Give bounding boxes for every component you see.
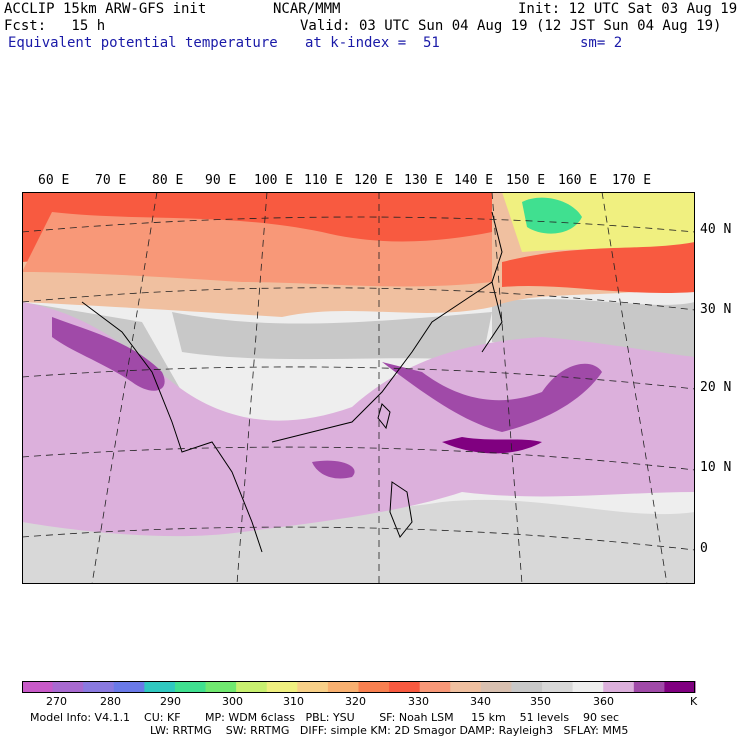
organization-label: NCAR/MMM (273, 1, 341, 17)
lon-label-170e: 170 E (612, 173, 652, 188)
lon-label-100e: 100 E (254, 173, 294, 188)
colorbar-border (22, 681, 695, 693)
forecast-hour: Fcst: 15 h (4, 18, 106, 34)
green-patch-ne (522, 197, 582, 234)
model-info-line2: LW: RRTMG SW: RRTMG DIFF: simple KM: 2D … (150, 724, 629, 737)
colorbar-swatch (52, 681, 84, 693)
level-label: at k-index = 51 (305, 35, 440, 51)
grey-zone-central (172, 312, 492, 362)
colorbar-swatch (22, 681, 54, 693)
purple-core-pacific (442, 437, 542, 454)
lat-label-40n: 40 N (700, 222, 732, 237)
valid-time: Valid: 03 UTC Sun 04 Aug 19 (12 JST Sun … (300, 18, 722, 34)
tick-290: 290 (160, 695, 181, 708)
smoothing-label: sm= 2 (580, 35, 623, 51)
colorbar-swatch (480, 681, 512, 693)
meridian-160e (601, 192, 668, 584)
lon-label-110e: 110 E (304, 173, 344, 188)
lon-label-140e: 140 E (454, 173, 494, 188)
colorbar-swatch (633, 681, 665, 693)
parallel-20n (22, 366, 695, 390)
colorbar-swatch (664, 681, 696, 693)
parallel-30n (22, 287, 695, 311)
tick-310: 310 (283, 695, 304, 708)
field-name: Equivalent potential temperature (8, 35, 278, 51)
init-time: Init: 12 UTC Sat 03 Aug 19 (518, 1, 738, 17)
philippines-outline (389, 481, 413, 538)
colorbar-swatch (83, 681, 115, 693)
map-border (22, 192, 695, 584)
parallel-40n (22, 216, 695, 233)
coastline (81, 211, 503, 553)
lon-label-70e: 70 E (95, 173, 127, 188)
lon-label-160e: 160 E (558, 173, 598, 188)
tick-270: 270 (46, 695, 67, 708)
lon-label-60e: 60 E (38, 173, 70, 188)
colorbar-swatch (450, 681, 482, 693)
tick-330: 330 (408, 695, 429, 708)
colorbar-swatch (113, 681, 145, 693)
colorbar-swatch (419, 681, 451, 693)
salmon-zone (22, 212, 492, 287)
colorbar-swatch (327, 681, 359, 693)
colorbar-swatch (266, 681, 298, 693)
colorbar-swatch (511, 681, 543, 693)
meridian-100e (236, 192, 268, 584)
tick-280: 280 (100, 695, 121, 708)
purple-band-india (52, 317, 165, 391)
model-title: ACCLIP 15km ARW-GFS init (4, 1, 207, 17)
colorbar-swatch (205, 681, 237, 693)
lon-label-130e: 130 E (404, 173, 444, 188)
tick-360: 360 (593, 695, 614, 708)
lon-label-90e: 90 E (205, 173, 237, 188)
colorbar-swatch (236, 681, 268, 693)
red-band-ne (502, 242, 695, 294)
colorbar-swatch (297, 681, 329, 693)
purple-patch-scs (312, 460, 355, 479)
colorbar-swatch (389, 681, 421, 693)
lat-label-30n: 30 N (700, 302, 732, 317)
colorbar-swatch (542, 681, 574, 693)
colorbar (22, 681, 696, 693)
meridian-80e (91, 192, 158, 584)
tick-320: 320 (345, 695, 366, 708)
colorbar-swatch (144, 681, 176, 693)
lat-label-20n: 20 N (700, 380, 732, 395)
lon-label-80e: 80 E (152, 173, 184, 188)
colorbar-swatch (174, 681, 207, 693)
parallel-0 (22, 526, 695, 551)
colorbar-swatch (603, 681, 635, 693)
lavender-zone (22, 302, 695, 537)
lat-label-0: 0 (700, 541, 708, 556)
lat-label-10n: 10 N (700, 460, 732, 475)
tick-300: 300 (222, 695, 243, 708)
model-info-line1: Model Info: V4.1.1 CU: KF MP: WDM 6class… (30, 711, 620, 724)
lon-label-150e: 150 E (506, 173, 546, 188)
lon-label-120e: 120 E (354, 173, 394, 188)
tick-340: 340 (470, 695, 491, 708)
colorbar-swatch (572, 681, 604, 693)
unit-label: K (690, 695, 698, 708)
theta-e-map (22, 192, 695, 584)
tick-350: 350 (530, 695, 551, 708)
colorbar-swatch (358, 681, 390, 693)
parallel-10n (22, 446, 695, 471)
purple-band-pacific (382, 362, 602, 432)
graticule (22, 192, 695, 584)
meridian-140e (491, 192, 523, 584)
